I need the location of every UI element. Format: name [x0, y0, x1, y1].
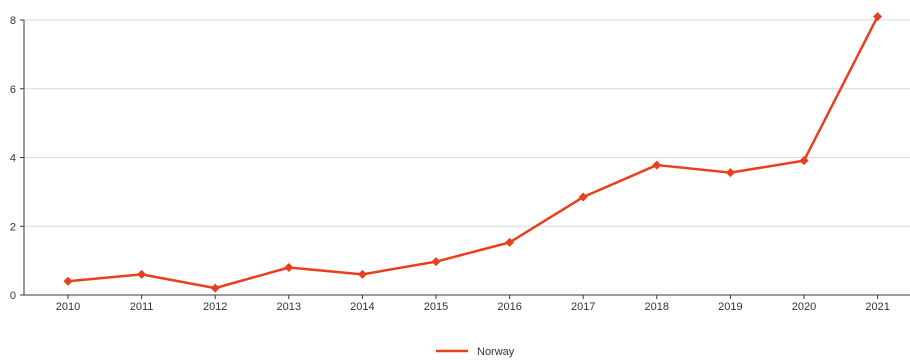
data-point-2020[interactable]	[799, 156, 809, 166]
x-tick-label: 2010	[56, 301, 80, 313]
data-point-2014[interactable]	[357, 269, 367, 279]
y-tick-label: 2	[10, 221, 16, 233]
data-point-2011[interactable]	[137, 269, 147, 279]
data-point-2019[interactable]	[725, 168, 735, 178]
data-point-2010[interactable]	[63, 276, 73, 286]
y-tick-label: 4	[10, 153, 16, 165]
legend[interactable]: Norway	[436, 346, 515, 358]
y-tick-label: 6	[10, 84, 16, 96]
y-axis-ticks: 0 2 4 6 8	[10, 15, 24, 302]
legend-label-norway: Norway	[477, 346, 515, 358]
x-tick-label: 2011	[130, 301, 154, 313]
x-tick-label: 2021	[865, 301, 889, 313]
series-line-norway	[67, 15, 879, 290]
grid-lines	[24, 19, 910, 227]
x-tick-label: 2019	[718, 301, 742, 313]
data-point-2021[interactable]	[873, 12, 883, 22]
x-tick-label: 2013	[277, 301, 301, 313]
x-axis-ticks: 2010 2011 2012 2013 2014 2015 2016 2017 2018 2019…	[56, 295, 890, 313]
x-tick-label: 2016	[497, 301, 521, 313]
data-point-2018[interactable]	[652, 160, 662, 170]
series-group	[63, 12, 883, 293]
y-tick-label: 0	[10, 290, 16, 302]
data-point-2013[interactable]	[284, 263, 294, 272]
y-tick-label: 8	[10, 15, 16, 27]
data-point-2015[interactable]	[431, 257, 441, 267]
x-tick-label: 2012	[203, 301, 227, 313]
x-tick-label: 2018	[645, 301, 669, 313]
data-point-2012[interactable]	[210, 283, 220, 293]
x-tick-label: 2017	[571, 301, 595, 313]
x-tick-label: 2020	[792, 301, 816, 313]
x-tick-label: 2015	[424, 301, 448, 313]
data-point-2016[interactable]	[505, 237, 515, 247]
x-tick-label: 2014	[350, 301, 374, 313]
data-point-2017[interactable]	[578, 192, 588, 202]
